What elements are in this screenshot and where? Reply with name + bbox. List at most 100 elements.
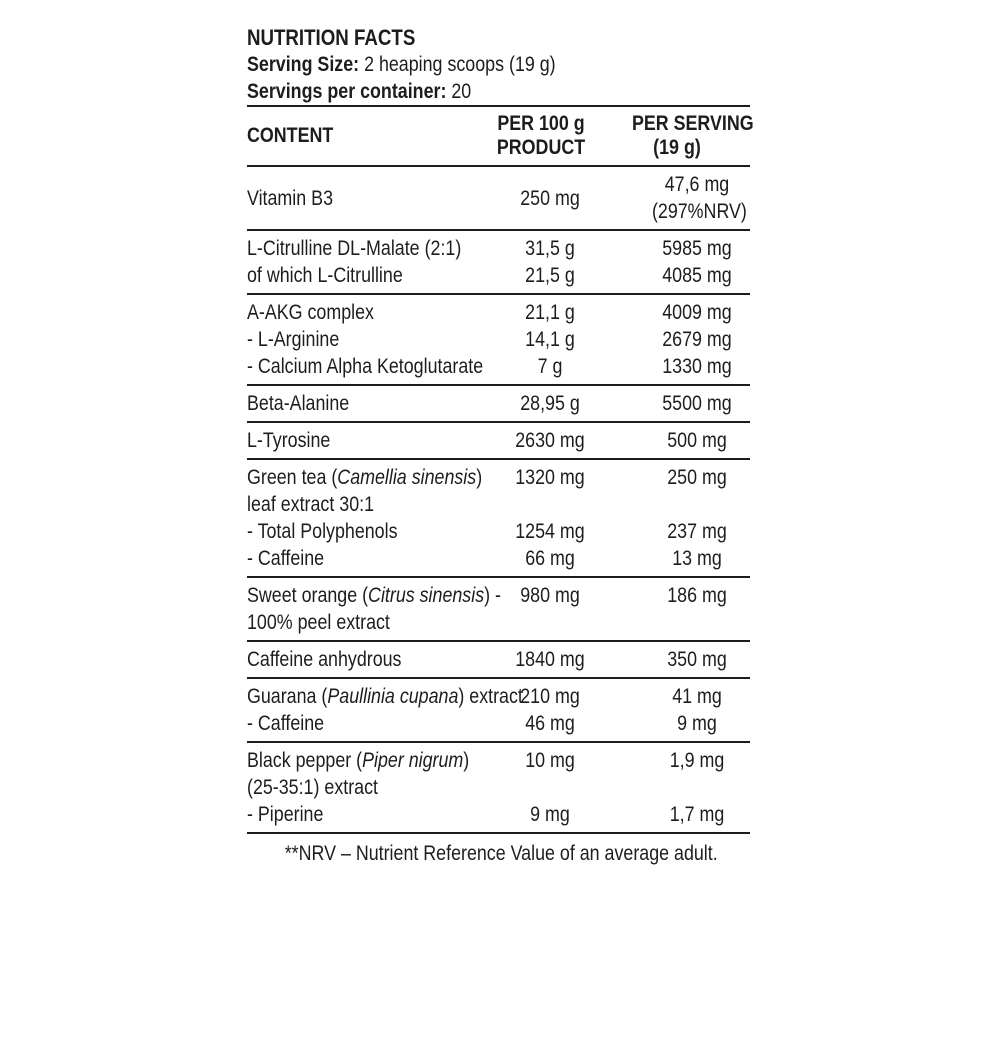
serving-size-label: Serving Size:	[247, 53, 360, 76]
ingredient-name-line: (25-35:1) extract	[247, 776, 378, 799]
per-serving-cell: 5985 mg 4085 mg	[644, 235, 750, 289]
content-name-cell: Sweet orange (Citrus sinensis) - 100% pee…	[247, 582, 501, 636]
per-100g-cell: 10 mg 9 mg	[492, 747, 608, 828]
ingredient-name-line: Caffeine anhydrous	[247, 648, 402, 671]
per-serving-cell: 250 mg 237 mg 13 mg	[644, 464, 750, 572]
value-line: 47,6 mg	[664, 173, 730, 196]
ingredient-name-line: - Total Polyphenols	[247, 520, 398, 543]
ingredient-name-line: - Piperine	[247, 803, 324, 826]
content-name-cell: Green tea (Camellia sinensis) leaf extrac…	[247, 464, 492, 572]
header-per100-line1: PER 100 g	[497, 112, 585, 135]
per-100g-cell: 1320 mg 1254 mg 66 mg	[492, 464, 608, 572]
value-line: 4085 mg	[662, 264, 732, 287]
per-100g-cell: 31,5 g 21,5 g	[492, 235, 608, 289]
ingredient-name-line: 100% peel extract	[247, 611, 390, 634]
value-line: 9 mg	[677, 712, 717, 735]
value-line: 250 mg	[667, 466, 727, 489]
nrv-footnote: **NRV – Nutrient Reference Value of an a…	[284, 842, 718, 865]
ingredient-name-line: Vitamin B3	[247, 186, 333, 210]
content-name-cell: Black pepper (Piper nigrum) (25-35:1) ext…	[247, 747, 492, 828]
value-line: 21,1 g	[525, 301, 575, 324]
value-line: 250 mg	[520, 186, 580, 210]
ingredient-name-line: - Calcium Alpha Ketoglutarate	[247, 355, 484, 378]
table-row: A-AKG complex - L-Arginine - Calcium Alpha…	[247, 295, 750, 386]
content-name-cell: A-AKG complex - L-Arginine - Calcium Alpha…	[247, 299, 492, 380]
value-line	[501, 774, 600, 801]
per-100g-cell: 28,95 g	[492, 390, 608, 417]
ingredient-name-line: - Caffeine	[247, 547, 325, 570]
ingredient-name-line: of which L-Citrulline	[247, 264, 403, 287]
value-line: 1254 mg	[515, 520, 585, 543]
value-line: 237 mg	[667, 520, 727, 543]
value-line	[652, 491, 742, 518]
value-line: 350 mg	[667, 648, 727, 671]
table-row: Vitamin B3 250 mg 47,6 mg (297%NRV)	[247, 167, 750, 231]
value-line: 41 mg	[672, 685, 722, 708]
nutrition-table: CONTENT PER 100 g PRODUCT PER SERVING (1…	[247, 105, 754, 834]
ingredient-name-line: - L-Arginine	[247, 328, 340, 351]
header-serving-line2: (19 g)	[653, 136, 701, 159]
header-serving-cell: PER SERVING (19 g)	[632, 112, 754, 160]
ingredient-name-line: Beta-Alanine	[247, 392, 350, 415]
ingredient-name-line: L-Citrulline DL-Malate (2:1)	[247, 237, 462, 260]
value-line: 66 mg	[525, 547, 575, 570]
serving-size-value: 2 heaping scoops (19 g)	[359, 53, 556, 76]
ingredient-name-line: - Caffeine	[247, 712, 325, 735]
value-line: 21,5 g	[525, 264, 575, 287]
per-serving-cell: 186 mg	[644, 582, 750, 636]
content-name-cell: Vitamin B3	[247, 185, 492, 212]
per-100g-cell: 980 mg	[492, 582, 608, 636]
table-row: Black pepper (Piper nigrum) (25-35:1) ext…	[247, 743, 750, 834]
per-100g-cell: 250 mg	[492, 185, 608, 212]
value-line: 5500 mg	[662, 392, 732, 415]
table-header-row: CONTENT PER 100 g PRODUCT PER SERVING (1…	[247, 107, 754, 167]
value-line: (297%NRV)	[651, 200, 747, 223]
servings-per-container-line: Servings per container: 20	[247, 78, 675, 105]
table-row: L-Citrulline DL-Malate (2:1) of which L-C…	[247, 231, 750, 295]
ingredient-name-line: Sweet orange (Citrus sinensis) -	[247, 584, 501, 607]
value-line: 186 mg	[667, 584, 727, 607]
value-line	[652, 774, 742, 801]
ingredient-name-line: leaf extract 30:1	[247, 493, 375, 516]
table-row: Guarana (Paullinia cupana) extract - Caff…	[247, 679, 750, 743]
per-serving-cell: 47,6 mg (297%NRV)	[644, 171, 750, 225]
value-line: 2679 mg	[662, 328, 732, 351]
header-per100-line2: PRODUCT	[496, 136, 586, 159]
label-title: NUTRITION FACTS	[247, 25, 416, 50]
value-line: 1320 mg	[515, 466, 585, 489]
header-serving-line1: PER SERVING	[631, 112, 754, 135]
value-line: 500 mg	[667, 429, 727, 452]
value-line: 4009 mg	[662, 301, 732, 324]
content-name-cell: Caffeine anhydrous	[247, 646, 492, 673]
table-row: Green tea (Camellia sinensis) leaf extrac…	[247, 460, 750, 578]
value-line: 46 mg	[525, 712, 575, 735]
footnote-row: **NRV – Nutrient Reference Value of an a…	[247, 840, 750, 867]
per-serving-cell: 1,9 mg 1,7 mg	[644, 747, 750, 828]
ingredient-name-line: Green tea (Camellia sinensis)	[247, 466, 483, 489]
per-serving-cell: 4009 mg 2679 mg 1330 mg	[644, 299, 750, 380]
value-line: 7 g	[537, 355, 563, 378]
value-line: 31,5 g	[525, 237, 575, 260]
ingredient-name-line: L-Tyrosine	[247, 429, 331, 452]
ingredient-name-line: Guarana (Paullinia cupana) extract	[247, 685, 523, 708]
content-name-cell: Guarana (Paullinia cupana) extract - Caff…	[247, 683, 523, 737]
value-line: 1330 mg	[662, 355, 732, 378]
nutrition-label: NUTRITION FACTS Serving Size: 2 heaping …	[247, 24, 754, 867]
header-content-cell: CONTENT	[247, 124, 492, 148]
value-line: 5985 mg	[662, 237, 732, 260]
content-name-cell: L-Tyrosine	[247, 427, 492, 454]
per-serving-cell: 41 mg 9 mg	[644, 683, 750, 737]
table-row: Caffeine anhydrous 1840 mg 350 mg	[247, 642, 750, 679]
ingredient-name-line: Black pepper (Piper nigrum)	[247, 749, 470, 772]
per-100g-cell: 210 mg 46 mg	[492, 683, 608, 737]
value-line: 28,95 g	[520, 392, 580, 415]
label-title-row: NUTRITION FACTS	[247, 24, 750, 51]
value-line: 13 mg	[672, 547, 722, 570]
value-line: 1,9 mg	[669, 749, 725, 772]
table-body: Vitamin B3 250 mg 47,6 mg (297%NRV) L-Citrul…	[247, 167, 750, 834]
value-line: 10 mg	[525, 749, 575, 772]
servings-per-container-value: 20	[446, 80, 472, 103]
value-line: 14,1 g	[525, 328, 575, 351]
value-line	[652, 609, 742, 636]
per-100g-cell: 1840 mg	[492, 646, 608, 673]
